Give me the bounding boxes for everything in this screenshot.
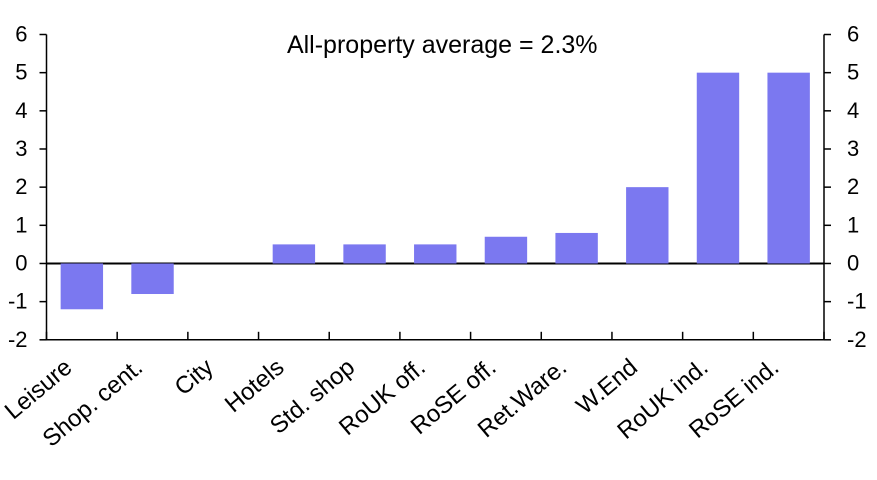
svg-text:All-property average = 2.3%: All-property average = 2.3% [287, 31, 598, 59]
svg-text:4: 4 [847, 98, 859, 123]
svg-text:3: 3 [847, 136, 859, 161]
svg-text:1: 1 [847, 212, 859, 237]
svg-text:-2: -2 [847, 327, 867, 352]
svg-text:2: 2 [15, 174, 27, 199]
svg-text:-1: -1 [847, 289, 867, 314]
svg-text:5: 5 [15, 60, 27, 85]
svg-text:6: 6 [15, 22, 27, 47]
svg-text:2: 2 [847, 174, 859, 199]
svg-text:1: 1 [15, 212, 27, 237]
svg-text:0: 0 [15, 250, 27, 275]
svg-text:0: 0 [847, 250, 859, 275]
svg-text:5: 5 [847, 60, 859, 85]
svg-text:6: 6 [847, 22, 859, 47]
svg-text:3: 3 [15, 136, 27, 161]
svg-text:4: 4 [15, 98, 27, 123]
svg-text:-2: -2 [8, 327, 28, 352]
svg-text:City: City [170, 354, 219, 401]
svg-text:-1: -1 [8, 289, 28, 314]
